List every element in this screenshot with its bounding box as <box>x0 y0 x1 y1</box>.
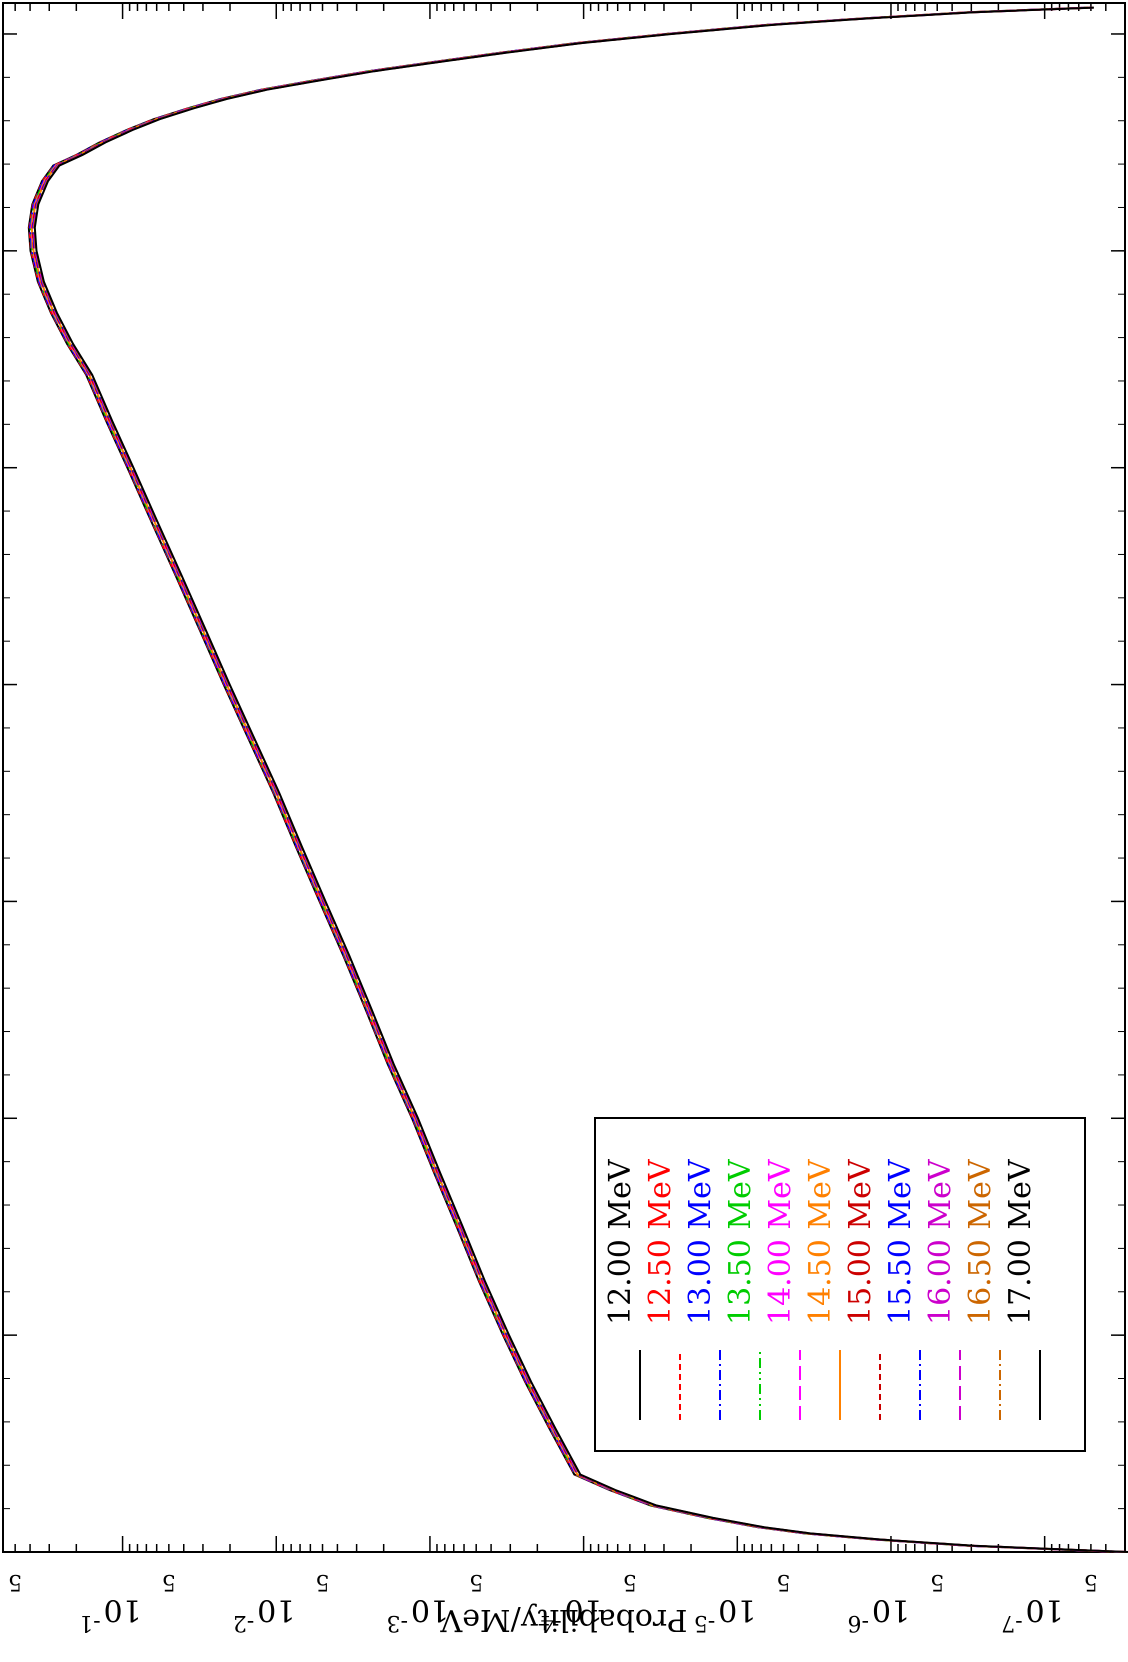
legend-label: 15.00 MeV <box>843 1158 878 1325</box>
legend-label: 16.00 MeV <box>923 1158 958 1325</box>
y-tick-label-text: 10 <box>411 1592 449 1627</box>
legend-label: 13.50 MeV <box>723 1158 758 1325</box>
legend-label: 17.00 MeV <box>1003 1158 1038 1325</box>
y-minor-label: 5 <box>1084 1569 1098 1594</box>
y-minor-label: 5 <box>623 1569 637 1594</box>
y-tick-label-text: 10 <box>872 1592 910 1627</box>
y-tick-label: 10-6 <box>848 1592 911 1635</box>
y-tick-label-exponent: -1 <box>79 1610 100 1635</box>
y-tick-label: 10-1 <box>79 1592 142 1635</box>
y-tick-label: 10-2 <box>233 1592 296 1635</box>
legend-label: 12.50 MeV <box>643 1158 678 1325</box>
y-tick-label-exponent: -4 <box>540 1610 561 1635</box>
legend-label: 13.00 MeV <box>683 1158 718 1325</box>
legend: 12.00 MeV 12.50 MeV 13.00 MeV 13.50 MeV 14.0… <box>594 1117 1086 1452</box>
y-tick-label-exponent: -6 <box>848 1610 869 1635</box>
y-tick-label-text: 10 <box>103 1592 141 1627</box>
legend-label: 14.00 MeV <box>763 1158 798 1325</box>
y-tick-label: 10-4 <box>540 1592 603 1635</box>
y-tick-label-text: 10 <box>257 1592 295 1627</box>
y-tick-label-exponent: -7 <box>1001 1610 1022 1635</box>
legend-label: 14.50 MeV <box>803 1158 838 1325</box>
y-tick-label-text: 10 <box>1026 1592 1064 1627</box>
y-minor-label: 5 <box>8 1569 22 1594</box>
y-tick-label-exponent: -5 <box>694 1610 715 1635</box>
axis-labels: 10-1 10-2 10-3 10-4 10-5 10-6 10-75 5 5 5 5 5 5 5 <box>8 1569 1098 1635</box>
y-minor-label: 5 <box>469 1569 483 1594</box>
plot-frame <box>2 2 1126 1553</box>
y-minor-label: 5 <box>777 1569 791 1594</box>
legend-label: 15.50 MeV <box>883 1158 918 1325</box>
series-group <box>27 6 1128 1553</box>
y-minor-label: 5 <box>316 1569 330 1594</box>
axis-ticks <box>3 3 1126 1553</box>
y-tick-label: 10-5 <box>694 1592 757 1635</box>
y-tick-label-text: 10 <box>565 1592 603 1627</box>
y-tick-label-exponent: -3 <box>387 1610 408 1635</box>
legend-label: 12.00 MeV <box>603 1158 638 1325</box>
y-minor-label: 5 <box>162 1569 176 1594</box>
legend-label: 16.50 MeV <box>963 1158 998 1325</box>
y-tick-label: 10-3 <box>387 1592 450 1635</box>
y-minor-label: 5 <box>930 1569 944 1594</box>
y-tick-label: 10-7 <box>1001 1592 1064 1635</box>
y-tick-label-text: 10 <box>718 1592 756 1627</box>
series-line <box>33 6 1128 1553</box>
y-axis-label: Probability/MeV <box>439 1602 687 1637</box>
y-tick-label-exponent: -2 <box>233 1610 254 1635</box>
